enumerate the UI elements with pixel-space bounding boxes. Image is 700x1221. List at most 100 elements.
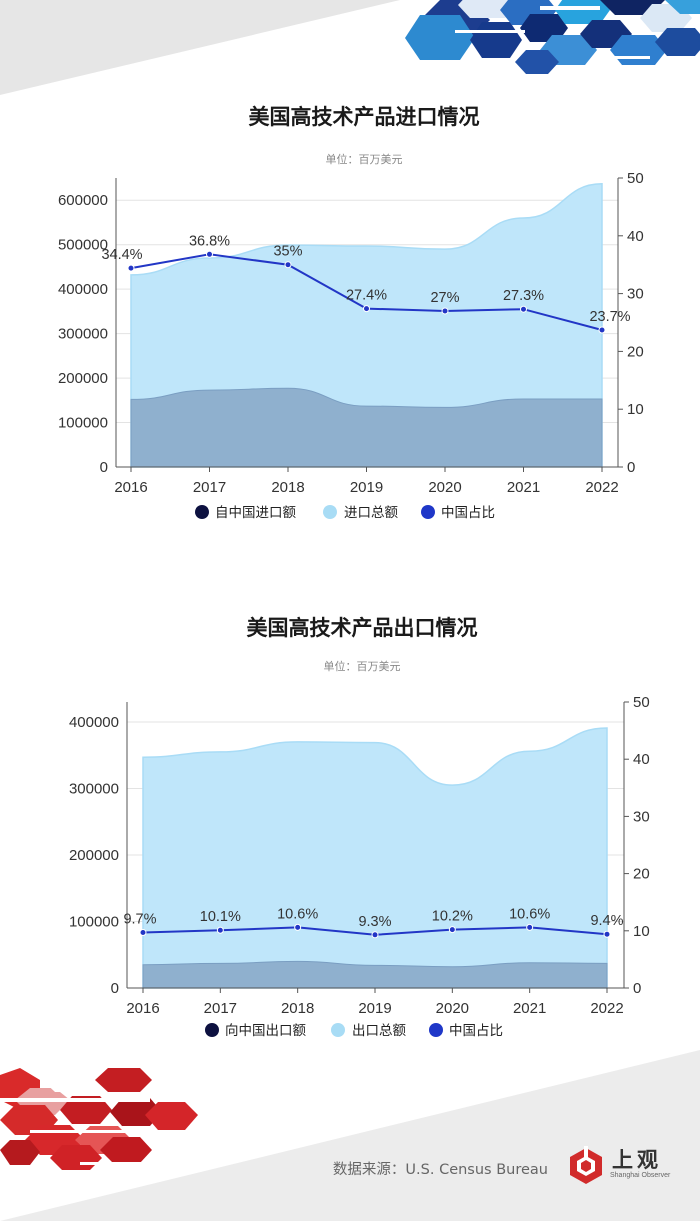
x-tick-label: 2020: [436, 1000, 469, 1017]
legend-item-total[interactable]: 进口总额: [323, 505, 398, 521]
y-right-tick-label: 10: [633, 923, 650, 940]
chart-title: 美国高技术产品进口情况: [249, 105, 480, 129]
ratio-data-label: 35%: [273, 244, 302, 260]
y-left-tick-label: 300000: [69, 780, 119, 797]
ratio-data-label: 27%: [430, 290, 459, 306]
legend-item-ratio[interactable]: 中国占比: [421, 505, 495, 521]
y-left-tick-label: 0: [100, 459, 108, 476]
area-china: [142, 960, 608, 989]
y-right-tick-label: 20: [627, 343, 644, 360]
chart-title: 美国高技术产品出口情况: [247, 616, 478, 640]
ratio-point: [448, 926, 456, 934]
legend-label-china: 向中国出口额: [225, 1023, 306, 1039]
y-right-tick-label: 30: [633, 808, 650, 825]
y-left-tick-label: 400000: [69, 714, 119, 731]
y-right-tick-label: 30: [627, 286, 644, 303]
red-hexagon-pattern: [0, 1066, 220, 1170]
ratio-point: [216, 926, 224, 934]
ratio-data-label: 23.7%: [589, 309, 630, 325]
legend-marker-china: [205, 1023, 219, 1037]
legend-item-total[interactable]: 出口总额: [331, 1023, 406, 1039]
legend-marker-ratio: [429, 1023, 443, 1037]
legend-marker-china: [195, 505, 209, 519]
ratio-point: [371, 931, 379, 939]
y-right-tick-label: 0: [633, 980, 641, 997]
logo-subtitle: Shanghai Observer: [610, 1172, 671, 1179]
legend-label-ratio: 中国占比: [449, 1023, 503, 1039]
export-chart: 美国高技术产品出口情况 单位：百万美元 0 100000 200000 300000 4…: [69, 616, 650, 1039]
logo-mark-icon: [570, 1146, 602, 1184]
legend-label-china: 自中国进口额: [215, 505, 296, 521]
y-right-tick-label: 10: [627, 401, 644, 418]
chart-unit: 单位：百万美元: [326, 152, 403, 166]
x-tick-label: 2019: [358, 1000, 391, 1017]
ratio-data-label: 27.3%: [503, 288, 544, 304]
y-right-tick-label: 50: [633, 694, 650, 711]
legend-label-ratio: 中国占比: [441, 505, 495, 521]
y-left-tick-label: 200000: [69, 847, 119, 864]
ratio-data-label: 9.3%: [358, 914, 391, 930]
ratio-data-label: 10.2%: [432, 909, 473, 925]
shanghai-observer-logo[interactable]: 上观 Shanghai Observer: [566, 1144, 670, 1188]
x-tick-label: 2019: [350, 479, 383, 496]
x-tick-label: 2021: [513, 1000, 546, 1017]
legend-item-ratio[interactable]: 中国占比: [429, 1023, 503, 1039]
y-left-tick-label: 200000: [58, 370, 108, 387]
y-left-tick-label: 400000: [58, 281, 108, 298]
legend-label-total: 进口总额: [344, 505, 398, 521]
chart-unit: 单位：百万美元: [324, 659, 401, 673]
legend-marker-total: [331, 1023, 345, 1037]
x-tick-label: 2018: [281, 1000, 314, 1017]
ratio-point: [526, 923, 534, 931]
ratio-point: [127, 264, 135, 272]
y-right-tick-label: 40: [633, 751, 650, 768]
legend-item-china[interactable]: 自中国进口额: [195, 505, 296, 521]
logo-wordmark: 上观: [612, 1147, 662, 1172]
ratio-data-label: 10.6%: [509, 906, 550, 922]
legend: 向中国出口额 出口总额 中国占比: [205, 1023, 503, 1039]
x-tick-label: 2020: [428, 479, 461, 496]
ratio-point: [520, 305, 527, 313]
ratio-point: [441, 307, 449, 315]
x-tick-label: 2016: [114, 479, 147, 496]
legend-label-total: 出口总额: [352, 1023, 406, 1039]
ratio-point: [139, 929, 147, 937]
y-left-tick-label: 500000: [58, 237, 108, 254]
y-right-tick-label: 50: [627, 170, 644, 187]
ratio-point: [598, 326, 606, 334]
x-tick-label: 2022: [585, 479, 618, 496]
x-tick-label: 2017: [204, 1000, 237, 1017]
x-tick-label: 2016: [126, 1000, 159, 1017]
ratio-point: [206, 250, 213, 258]
legend: 自中国进口额 进口总额 中国占比: [195, 505, 495, 521]
ratio-point: [284, 261, 292, 269]
y-right-tick-label: 0: [627, 459, 635, 476]
ratio-point: [603, 930, 611, 938]
ratio-data-label: 9.4%: [590, 913, 623, 929]
legend-marker-total: [323, 505, 337, 519]
y-right-tick-label: 20: [633, 866, 650, 883]
import-chart: 美国高技术产品进口情况 单位：百万美元 0 100000 200000 300000 4…: [58, 105, 644, 521]
x-tick-label: 2018: [271, 479, 304, 496]
ratio-point: [294, 923, 302, 931]
y-left-tick-label: 300000: [58, 326, 108, 343]
area-total: [142, 727, 608, 989]
y-left-tick-label: 0: [111, 980, 119, 997]
ratio-point: [363, 305, 370, 313]
ratio-data-label: 34.4%: [101, 247, 142, 263]
ratio-data-label: 10.6%: [277, 906, 318, 922]
ratio-data-label: 9.7%: [123, 912, 156, 928]
legend-marker-ratio: [421, 505, 435, 519]
y-left-tick-label: 100000: [69, 913, 119, 930]
area-china: [130, 387, 603, 468]
ratio-data-label: 27.4%: [346, 288, 387, 304]
blue-hexagon-pattern: [405, 0, 700, 74]
top-gray-band: [0, 0, 400, 95]
x-tick-label: 2017: [193, 479, 226, 496]
x-tick-label: 2021: [507, 479, 540, 496]
y-left-tick-label: 600000: [58, 192, 108, 209]
ratio-data-label: 10.1%: [200, 909, 241, 925]
legend-item-china[interactable]: 向中国出口额: [205, 1023, 306, 1039]
bottom-gray-band: [0, 1050, 700, 1221]
